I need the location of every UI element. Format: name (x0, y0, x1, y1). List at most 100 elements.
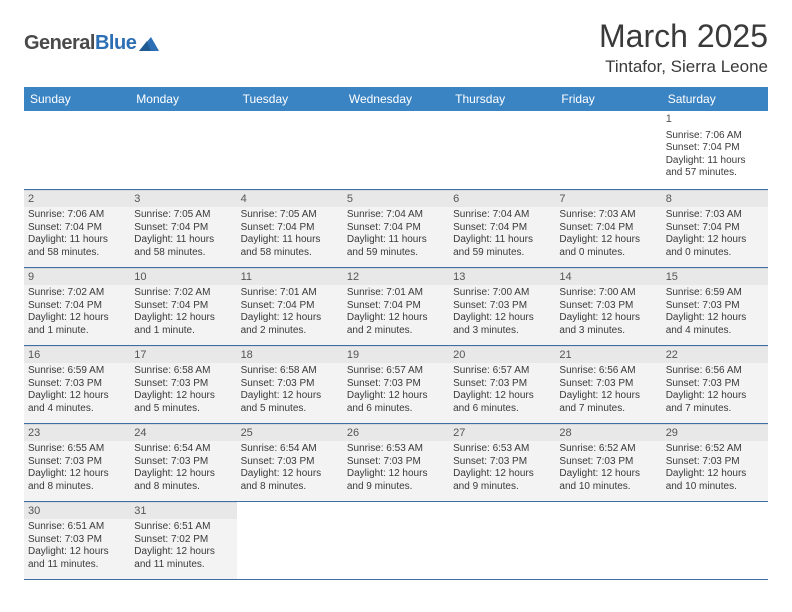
calendar-day-cell: 12Sunrise: 7:01 AMSunset: 7:04 PMDayligh… (343, 267, 449, 345)
sail-icon (139, 35, 161, 53)
daylight-text: Daylight: 11 hours and 58 minutes. (241, 234, 339, 259)
daylight-text: Daylight: 12 hours and 4 minutes. (666, 312, 764, 337)
calendar-day-cell (24, 111, 130, 189)
calendar-day-cell: 11Sunrise: 7:01 AMSunset: 7:04 PMDayligh… (237, 267, 343, 345)
sunrise-text: Sunrise: 7:01 AM (241, 287, 339, 300)
daylight-text: Daylight: 12 hours and 5 minutes. (241, 390, 339, 415)
day-number: 18 (237, 346, 343, 364)
day-number: 28 (555, 424, 661, 442)
day-number: 17 (130, 346, 236, 364)
calendar-day-cell: 3Sunrise: 7:05 AMSunset: 7:04 PMDaylight… (130, 189, 236, 267)
sunrise-text: Sunrise: 6:57 AM (453, 365, 551, 378)
sunset-text: Sunset: 7:03 PM (666, 378, 764, 391)
title-block: March 2025 Tintafor, Sierra Leone (599, 18, 768, 77)
sunset-text: Sunset: 7:04 PM (28, 300, 126, 313)
sunset-text: Sunset: 7:02 PM (134, 534, 232, 547)
calendar-day-cell: 22Sunrise: 6:56 AMSunset: 7:03 PMDayligh… (662, 345, 768, 423)
day-number: 11 (237, 268, 343, 286)
title-location: Tintafor, Sierra Leone (599, 57, 768, 77)
calendar-day-cell: 23Sunrise: 6:55 AMSunset: 7:03 PMDayligh… (24, 423, 130, 501)
sunrise-text: Sunrise: 6:52 AM (559, 443, 657, 456)
day-number: 21 (555, 346, 661, 364)
calendar-week-row: 23Sunrise: 6:55 AMSunset: 7:03 PMDayligh… (24, 423, 768, 501)
day-number: 9 (24, 268, 130, 286)
daylight-text: Daylight: 12 hours and 7 minutes. (666, 390, 764, 415)
daylight-text: Daylight: 12 hours and 11 minutes. (28, 546, 126, 571)
day-number: 4 (237, 190, 343, 208)
day-number: 16 (24, 346, 130, 364)
day-number: 27 (449, 424, 555, 442)
calendar-day-cell: 6Sunrise: 7:04 AMSunset: 7:04 PMDaylight… (449, 189, 555, 267)
daylight-text: Daylight: 11 hours and 58 minutes. (134, 234, 232, 259)
day-number: 30 (24, 502, 130, 520)
calendar-day-cell: 13Sunrise: 7:00 AMSunset: 7:03 PMDayligh… (449, 267, 555, 345)
calendar-day-cell: 7Sunrise: 7:03 AMSunset: 7:04 PMDaylight… (555, 189, 661, 267)
calendar-day-cell: 14Sunrise: 7:00 AMSunset: 7:03 PMDayligh… (555, 267, 661, 345)
sunset-text: Sunset: 7:03 PM (134, 378, 232, 391)
calendar-day-cell: 27Sunrise: 6:53 AMSunset: 7:03 PMDayligh… (449, 423, 555, 501)
sunrise-text: Sunrise: 6:53 AM (347, 443, 445, 456)
sunset-text: Sunset: 7:03 PM (559, 456, 657, 469)
day-number: 19 (343, 346, 449, 364)
day-number: 7 (555, 190, 661, 208)
sunset-text: Sunset: 7:03 PM (28, 534, 126, 547)
calendar-day-cell: 16Sunrise: 6:59 AMSunset: 7:03 PMDayligh… (24, 345, 130, 423)
calendar-week-row: 2Sunrise: 7:06 AMSunset: 7:04 PMDaylight… (24, 189, 768, 267)
calendar-table: Sunday Monday Tuesday Wednesday Thursday… (24, 87, 768, 580)
calendar-day-cell: 1Sunrise: 7:06 AMSunset: 7:04 PMDaylight… (662, 111, 768, 189)
sunrise-text: Sunrise: 7:02 AM (28, 287, 126, 300)
sunrise-text: Sunrise: 7:04 AM (347, 209, 445, 222)
daylight-text: Daylight: 12 hours and 4 minutes. (28, 390, 126, 415)
day-number: 20 (449, 346, 555, 364)
sunrise-text: Sunrise: 6:58 AM (241, 365, 339, 378)
sunrise-text: Sunrise: 6:52 AM (666, 443, 764, 456)
brand-part2: Blue (95, 32, 136, 55)
calendar-day-cell (130, 111, 236, 189)
page-header: GeneralBlue March 2025 Tintafor, Sierra … (24, 18, 768, 77)
day-header: Wednesday (343, 87, 449, 111)
day-number: 26 (343, 424, 449, 442)
brand-part1: General (24, 32, 95, 55)
calendar-week-row: 16Sunrise: 6:59 AMSunset: 7:03 PMDayligh… (24, 345, 768, 423)
sunset-text: Sunset: 7:03 PM (666, 456, 764, 469)
daylight-text: Daylight: 12 hours and 3 minutes. (453, 312, 551, 337)
sunrise-text: Sunrise: 7:06 AM (666, 130, 764, 143)
calendar-day-cell: 29Sunrise: 6:52 AMSunset: 7:03 PMDayligh… (662, 423, 768, 501)
calendar-day-cell: 9Sunrise: 7:02 AMSunset: 7:04 PMDaylight… (24, 267, 130, 345)
sunset-text: Sunset: 7:03 PM (134, 456, 232, 469)
calendar-day-cell: 5Sunrise: 7:04 AMSunset: 7:04 PMDaylight… (343, 189, 449, 267)
day-number: 8 (662, 190, 768, 208)
sunset-text: Sunset: 7:04 PM (347, 300, 445, 313)
day-number: 23 (24, 424, 130, 442)
calendar-page: GeneralBlue March 2025 Tintafor, Sierra … (0, 0, 792, 590)
calendar-day-cell: 25Sunrise: 6:54 AMSunset: 7:03 PMDayligh… (237, 423, 343, 501)
day-header-row: Sunday Monday Tuesday Wednesday Thursday… (24, 87, 768, 111)
calendar-day-cell (343, 501, 449, 579)
daylight-text: Daylight: 12 hours and 0 minutes. (559, 234, 657, 259)
sunrise-text: Sunrise: 7:05 AM (134, 209, 232, 222)
brand-logo: GeneralBlue (24, 32, 161, 55)
day-number: 6 (449, 190, 555, 208)
calendar-day-cell (449, 501, 555, 579)
daylight-text: Daylight: 12 hours and 5 minutes. (134, 390, 232, 415)
day-number: 25 (237, 424, 343, 442)
calendar-week-row: 9Sunrise: 7:02 AMSunset: 7:04 PMDaylight… (24, 267, 768, 345)
calendar-day-cell: 2Sunrise: 7:06 AMSunset: 7:04 PMDaylight… (24, 189, 130, 267)
calendar-day-cell: 18Sunrise: 6:58 AMSunset: 7:03 PMDayligh… (237, 345, 343, 423)
sunset-text: Sunset: 7:03 PM (666, 300, 764, 313)
sunset-text: Sunset: 7:04 PM (559, 222, 657, 235)
day-number: 22 (662, 346, 768, 364)
sunrise-text: Sunrise: 6:56 AM (666, 365, 764, 378)
day-header: Saturday (662, 87, 768, 111)
calendar-day-cell: 15Sunrise: 6:59 AMSunset: 7:03 PMDayligh… (662, 267, 768, 345)
day-header: Tuesday (237, 87, 343, 111)
sunset-text: Sunset: 7:03 PM (453, 456, 551, 469)
sunset-text: Sunset: 7:04 PM (453, 222, 551, 235)
daylight-text: Daylight: 12 hours and 2 minutes. (347, 312, 445, 337)
day-header: Sunday (24, 87, 130, 111)
sunrise-text: Sunrise: 6:58 AM (134, 365, 232, 378)
sunset-text: Sunset: 7:04 PM (347, 222, 445, 235)
day-number: 29 (662, 424, 768, 442)
day-header: Thursday (449, 87, 555, 111)
sunrise-text: Sunrise: 7:02 AM (134, 287, 232, 300)
